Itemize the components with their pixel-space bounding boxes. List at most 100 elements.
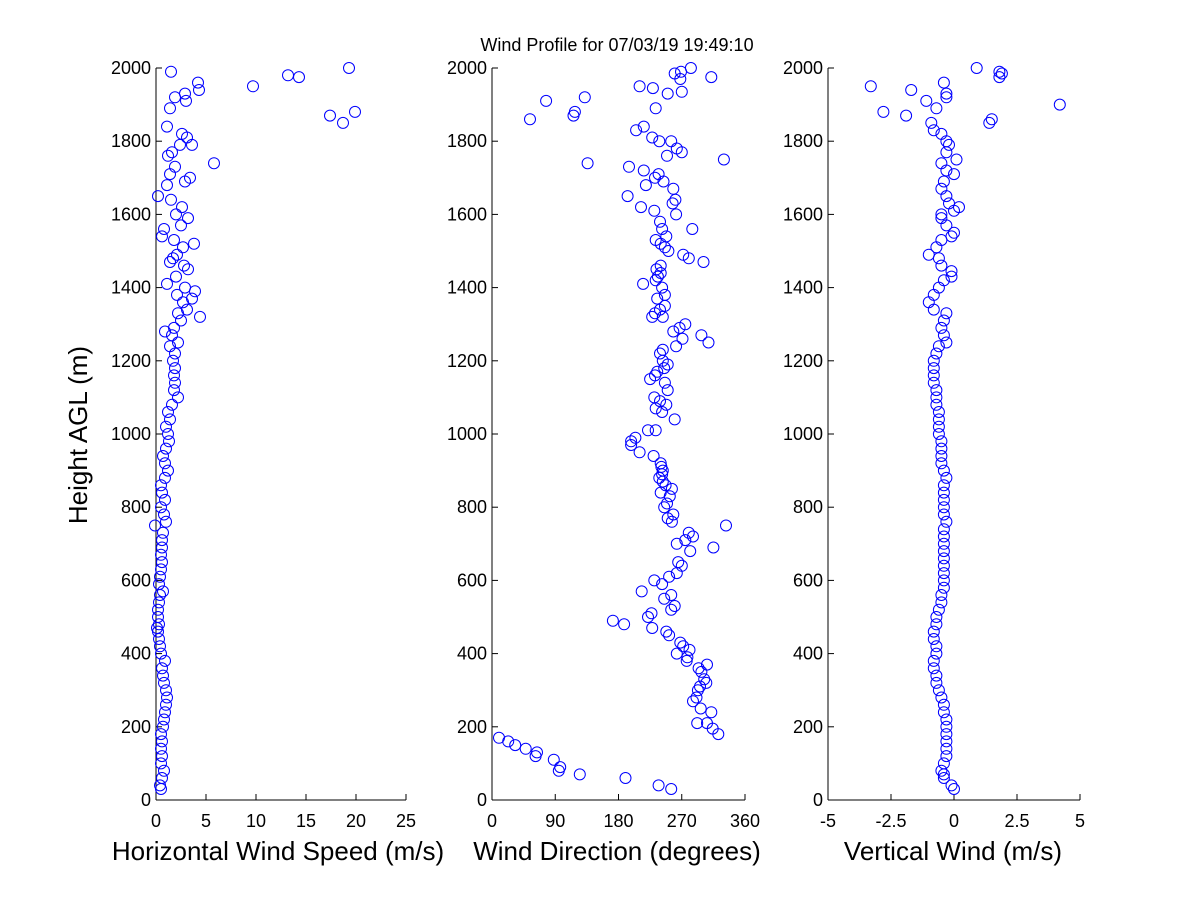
wind-direction-data-point bbox=[667, 182, 680, 195]
wind-direction-data-point bbox=[720, 519, 732, 532]
vertical-wind-data-point bbox=[927, 362, 940, 375]
wind-direction-xtick-label: 90 bbox=[545, 811, 565, 831]
horizontal-wind-speed-data-point bbox=[153, 618, 165, 631]
horizontal-wind-speed-ytick-label: 400 bbox=[121, 644, 151, 664]
vertical-wind-xtick-label: -5 bbox=[820, 811, 836, 831]
horizontal-wind-speed-xtick-label: 15 bbox=[296, 811, 316, 831]
vertical-wind-data-point bbox=[1053, 98, 1066, 111]
horizontal-wind-speed-data-point bbox=[169, 376, 181, 389]
wind-direction-xtick-label: 270 bbox=[667, 811, 697, 831]
wind-direction-data-point bbox=[653, 135, 666, 148]
horizontal-wind-speed-data-point bbox=[171, 248, 183, 261]
wind-direction-data-point bbox=[663, 629, 676, 642]
horizontal-wind-speed-ytick-label: 1200 bbox=[111, 351, 151, 371]
horizontal-wind-speed-data-point bbox=[337, 116, 349, 129]
wind-direction-ytick-label: 1000 bbox=[447, 424, 487, 444]
horizontal-wind-speed-data-point bbox=[194, 310, 206, 323]
wind-direction-data-point bbox=[654, 457, 667, 470]
horizontal-wind-speed-data-point bbox=[165, 193, 177, 206]
vertical-wind-data-point bbox=[943, 197, 955, 210]
wind-direction-data-point bbox=[658, 288, 671, 301]
wind-direction-data-point bbox=[679, 318, 692, 331]
horizontal-wind-speed-data-point bbox=[155, 742, 167, 755]
wind-direction-data-point bbox=[639, 179, 652, 192]
wind-direction-ytick-label: 1200 bbox=[447, 351, 487, 371]
vertical-wind-data-point bbox=[948, 783, 960, 795]
wind-direction-data-point bbox=[674, 636, 687, 649]
horizontal-wind-speed-data-point bbox=[158, 713, 170, 726]
horizontal-wind-speed-data-point bbox=[182, 263, 194, 276]
horizontal-wind-speed-data-point bbox=[182, 212, 194, 225]
vertical-wind-ytick-label: 1800 bbox=[783, 131, 823, 151]
wind-direction-ytick-label: 600 bbox=[457, 570, 487, 590]
wind-direction-data-point bbox=[619, 772, 632, 784]
horizontal-wind-speed-data-point bbox=[161, 179, 173, 192]
wind-direction-data-point bbox=[648, 391, 661, 404]
horizontal-wind-speed-data-point bbox=[157, 585, 169, 598]
horizontal-wind-speed-data-point bbox=[169, 362, 181, 375]
wind-direction-data-point bbox=[667, 325, 680, 338]
horizontal-wind-speed-data-point bbox=[169, 160, 181, 173]
vertical-wind-panel: Vertical Wind (m/s) -5 -2.5 0 2.5 5 0 200 400 60… bbox=[783, 58, 1085, 866]
wind-direction-data-point bbox=[621, 190, 634, 203]
horizontal-wind-speed-data-point bbox=[193, 84, 205, 96]
vertical-wind-data-point bbox=[930, 384, 943, 397]
horizontal-wind-speed-data-point bbox=[163, 435, 175, 448]
horizontal-wind-speed-xtick-label: 10 bbox=[246, 811, 266, 831]
wind-direction-data-point bbox=[682, 526, 695, 539]
vertical-wind-data-point bbox=[927, 376, 940, 389]
wind-direction-ytick-label: 1400 bbox=[447, 278, 487, 298]
vertical-wind-data-point bbox=[950, 153, 963, 166]
wind-direction-data-point bbox=[578, 91, 591, 104]
horizontal-wind-speed-data-point bbox=[180, 94, 192, 107]
vertical-wind-data-point bbox=[905, 84, 918, 96]
horizontal-wind-speed-data-point bbox=[176, 127, 188, 140]
vertical-wind-data-point bbox=[935, 691, 948, 704]
horizontal-wind-speed-ytick-label: 1600 bbox=[111, 204, 151, 224]
vertical-wind-data-point bbox=[935, 208, 948, 221]
wind-direction-data-point bbox=[646, 622, 659, 634]
vertical-wind-data-point bbox=[945, 230, 958, 243]
vertical-wind-data-point bbox=[935, 442, 948, 455]
vertical-wind-xtick-label: -2.5 bbox=[875, 811, 906, 831]
wind-direction-ytick-label: 1600 bbox=[447, 204, 487, 224]
vertical-wind-data-point bbox=[935, 589, 948, 601]
horizontal-wind-speed-data-point bbox=[155, 501, 167, 514]
wind-direction-data-point bbox=[650, 263, 663, 276]
horizontal-wind-speed-data-point bbox=[192, 76, 204, 89]
horizontal-wind-speed-data-point bbox=[208, 157, 220, 170]
wind-direction-data-point bbox=[642, 611, 654, 623]
horizontal-wind-speed-data-point bbox=[161, 277, 173, 290]
vertical-wind-data-point bbox=[937, 706, 950, 719]
wind-direction-data-point bbox=[692, 662, 705, 675]
vertical-wind-ytick-label: 2000 bbox=[783, 58, 823, 78]
vertical-wind-data-point bbox=[970, 62, 983, 74]
horizontal-wind-speed-data-point bbox=[164, 413, 176, 426]
horizontal-wind-speed-data-point bbox=[167, 252, 179, 265]
vertical-wind-data-point bbox=[932, 420, 945, 433]
vertical-wind-data-point bbox=[935, 127, 948, 140]
wind-direction-data-point bbox=[656, 281, 669, 294]
vertical-wind-data-point bbox=[935, 435, 948, 448]
horizontal-wind-speed-data-point bbox=[154, 570, 166, 583]
wind-direction-data-point bbox=[652, 779, 665, 792]
horizontal-wind-speed-data-point bbox=[343, 62, 355, 74]
horizontal-wind-speed-data-point bbox=[152, 190, 164, 203]
horizontal-wind-speed-xtick-label: 20 bbox=[346, 811, 366, 831]
wind-direction-data-point bbox=[661, 149, 673, 162]
horizontal-wind-speed-xtick-label: 25 bbox=[396, 811, 416, 831]
vertical-wind-data-point bbox=[925, 116, 938, 129]
horizontal-wind-speed-data-point bbox=[171, 288, 183, 301]
horizontal-wind-speed-ytick-label: 1400 bbox=[111, 278, 151, 298]
horizontal-wind-speed-xlabel: Horizontal Wind Speed (m/s) bbox=[112, 836, 444, 866]
wind-direction-data-point bbox=[701, 717, 713, 730]
vertical-wind-data-point bbox=[993, 71, 1006, 84]
vertical-wind-data-point bbox=[937, 552, 950, 565]
vertical-wind-xtick-label: 5 bbox=[1075, 811, 1085, 831]
horizontal-wind-speed-data-point bbox=[158, 508, 170, 521]
wind-direction-data-point bbox=[675, 85, 688, 98]
wind-direction-data-point bbox=[648, 574, 661, 587]
wind-direction-data-point bbox=[662, 245, 675, 257]
vertical-wind-data-point bbox=[940, 742, 953, 755]
horizontal-wind-speed-data-point bbox=[152, 611, 164, 623]
